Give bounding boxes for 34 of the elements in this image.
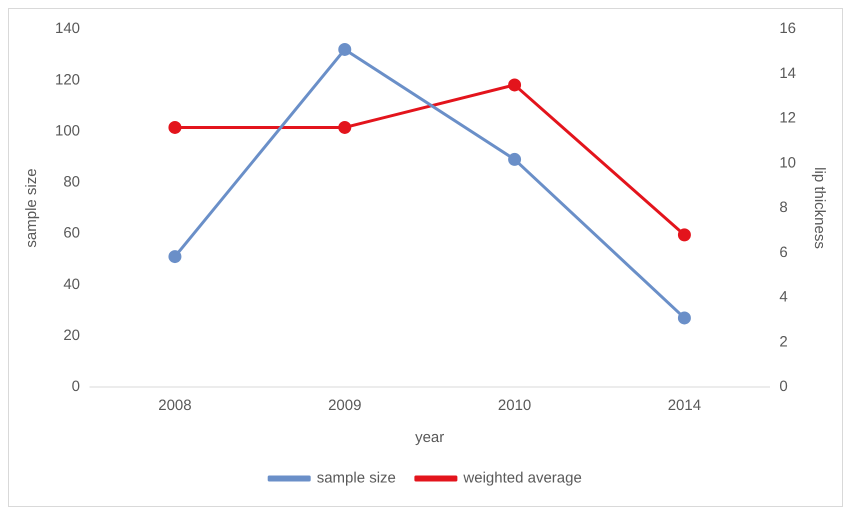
x-tick-label: 2010 xyxy=(498,397,532,414)
y2-tick-label: 16 xyxy=(779,20,796,38)
point xyxy=(338,120,352,134)
x-tick-label: 2008 xyxy=(158,397,192,414)
legend-label: sample size xyxy=(316,470,396,487)
y2-axis-title: lip thickness xyxy=(810,167,828,249)
y-axis-title: sample size xyxy=(23,168,40,248)
y-tick-label: 60 xyxy=(63,224,80,242)
x-axis-title: year xyxy=(415,429,444,446)
legend-label: weighted average xyxy=(462,470,582,487)
point xyxy=(338,42,352,56)
y-tick-label: 140 xyxy=(54,20,80,38)
y2-tick-label: 8 xyxy=(779,199,788,216)
x-tick-label: 2014 xyxy=(668,397,702,414)
point xyxy=(678,228,691,242)
y-tick-label: 0 xyxy=(72,378,80,396)
point xyxy=(678,311,691,324)
point xyxy=(508,152,522,166)
y2-tick-label: 14 xyxy=(779,64,796,82)
y-tick-label: 40 xyxy=(63,276,80,293)
y-tick-label: 20 xyxy=(63,327,80,344)
y2-tick-label: 0 xyxy=(779,378,788,396)
x-tick-label: 2009 xyxy=(328,397,362,414)
y-tick-label: 80 xyxy=(63,174,80,191)
point xyxy=(168,120,182,134)
y2-tick-label: 2 xyxy=(779,333,788,350)
point xyxy=(508,78,522,92)
point xyxy=(168,250,182,264)
y-tick-label: 120 xyxy=(54,71,80,88)
y-tick-label: 100 xyxy=(54,122,80,140)
y2-tick-label: 6 xyxy=(779,244,788,261)
y2-tick-label: 12 xyxy=(779,110,796,127)
y2-tick-label: 4 xyxy=(779,288,788,306)
y2-tick-label: 10 xyxy=(779,154,796,172)
